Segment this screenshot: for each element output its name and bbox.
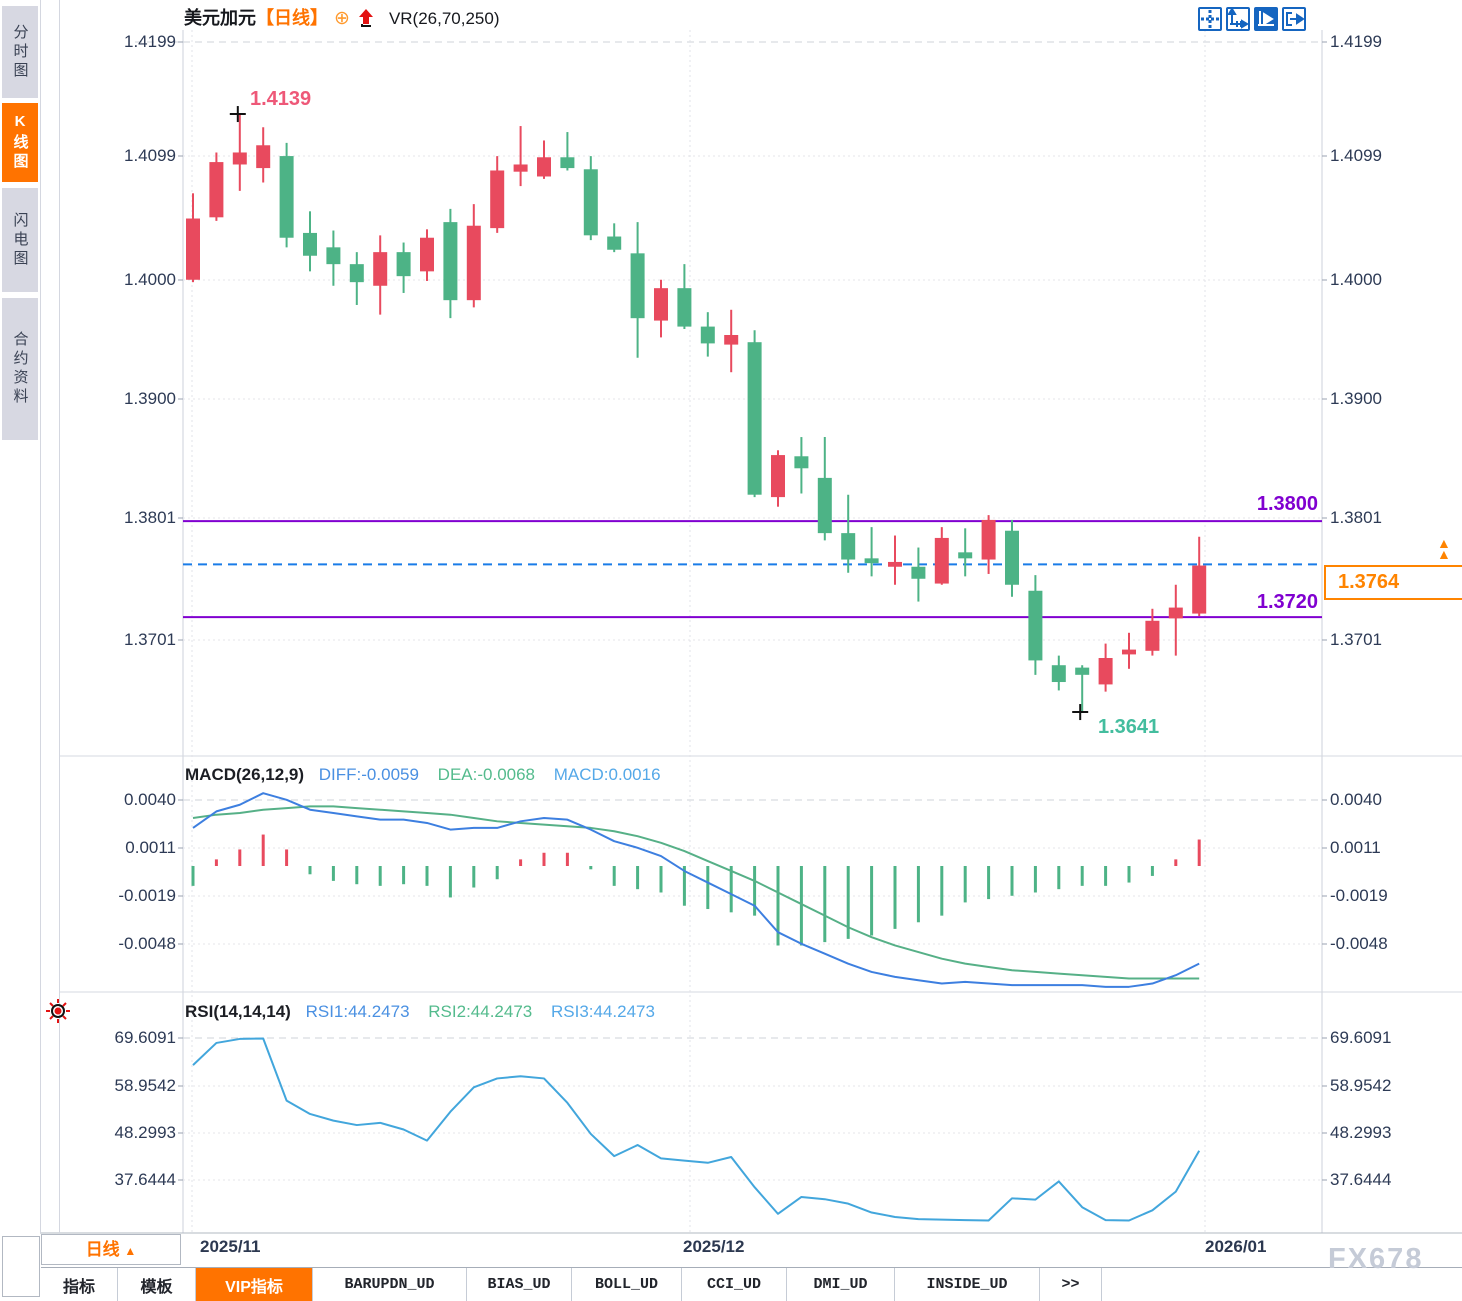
up-arrow-icon	[358, 9, 373, 27]
rsi3-value: RSI3:44.2473	[550, 1002, 655, 1021]
support-level-label: 1.3720	[1256, 591, 1318, 613]
rsi2-value: RSI2:44.2473	[428, 1002, 533, 1021]
symbol-title: 美元加元	[184, 8, 256, 28]
period-arrow-icon: ▲	[124, 1244, 137, 1258]
tab-模板[interactable]: 模板	[118, 1268, 196, 1301]
axis-tick-left: 1.3701	[124, 630, 176, 649]
axis-tick-left: 1.4099	[124, 146, 176, 165]
rsi-title: RSI(14,14,14)	[185, 1002, 291, 1021]
sidebar-item-4[interactable]: 合约资料	[2, 298, 38, 440]
vr-indicator-label: VR(26,70,250)	[388, 9, 500, 28]
current-price-box: 1.3764	[1324, 565, 1462, 600]
axis-tick-left: 1.4000	[124, 270, 176, 289]
price-up-arrows-icon: ▲ ▲	[1437, 535, 1451, 562]
axis-tick-left: 58.9542	[114, 1076, 176, 1095]
axis-tick-left: -0.0019	[118, 886, 176, 905]
axis-tick-right: 0.0011	[1330, 838, 1381, 857]
macd-title: MACD(26,12,9)	[185, 765, 305, 784]
axis-tick-right: 1.3801	[1330, 508, 1382, 527]
chart-header: 美元加元【日线】 ⊕ VR(26,70,250)	[184, 4, 500, 30]
axis-tick-right: 48.2993	[1330, 1123, 1392, 1142]
tab-指标[interactable]: 指标	[41, 1268, 118, 1301]
axis-tick-right: -0.0048	[1330, 934, 1388, 953]
hot-indicator-icon[interactable]	[46, 999, 70, 1023]
axis-tick-right: 0.0040	[1330, 790, 1382, 809]
axis-tick-left: 1.3900	[124, 389, 176, 408]
period-button[interactable]: 日线 ▲	[41, 1234, 181, 1265]
period-tag: 【日线】	[256, 8, 328, 28]
date-label: 2025/11	[200, 1237, 261, 1256]
tab-cci-ud[interactable]: CCI_UD	[682, 1268, 787, 1301]
axis-tick-right: 1.3900	[1330, 389, 1382, 408]
sidebar-item-1[interactable]: 分时图	[2, 6, 38, 98]
date-label: 2025/12	[683, 1237, 745, 1256]
corner-cell	[2, 1236, 40, 1297]
axis-zoom-icon[interactable]	[1226, 7, 1250, 31]
tab->>[interactable]: >>	[1040, 1268, 1102, 1301]
date-label: 2026/01	[1205, 1237, 1267, 1256]
sidebar-item-3[interactable]: 闪电图	[2, 188, 38, 292]
tab-boll-ud[interactable]: BOLL_UD	[572, 1268, 682, 1301]
tab-bias-ud[interactable]: BIAS_UD	[467, 1268, 572, 1301]
axis-tick-left: -0.0048	[118, 934, 176, 953]
resistance-level-label: 1.3800	[1256, 493, 1318, 515]
tab-barupdn-ud[interactable]: BARUPDN_UD	[313, 1268, 467, 1301]
axis-tick-right: -0.0019	[1330, 886, 1388, 905]
axis-tick-left: 1.3801	[124, 508, 176, 527]
axis-tick-right: 1.4000	[1330, 270, 1382, 289]
period-high-label: 1.4139	[250, 88, 312, 110]
axis-shift-icon[interactable]	[1282, 7, 1306, 31]
axis-tick-right: 69.6091	[1330, 1028, 1392, 1047]
crosshair-icon[interactable]	[1198, 7, 1222, 31]
axis-tick-left: 48.2993	[114, 1123, 176, 1142]
macd-diff-value: DIFF:-0.0059	[318, 765, 419, 784]
axis-tick-right: 37.6444	[1330, 1170, 1392, 1189]
date-axis: 2025/11 2025/12 2026/01	[0, 1234, 1462, 1266]
macd-macd-value: MACD:0.0016	[553, 765, 661, 784]
sidebar: 分时图 K线图闪电图合约资料	[0, 0, 40, 1300]
axis-tick-left: 37.6444	[114, 1170, 176, 1189]
axis-tick-right: 1.3701	[1330, 630, 1382, 649]
macd-header: MACD(26,12,9) DIFF:-0.0059 DEA:-0.0068 M…	[185, 765, 661, 785]
tab-dmi-ud[interactable]: DMI_UD	[787, 1268, 895, 1301]
gutter-divider	[59, 0, 60, 1233]
axis-tick-right: 58.9542	[1330, 1076, 1392, 1095]
axis-tick-left: 0.0011	[125, 838, 176, 857]
period-button-label: 日线	[85, 1240, 120, 1259]
axis-tick-left: 69.6091	[114, 1028, 176, 1047]
sidebar-divider	[40, 0, 41, 1233]
compare-icon[interactable]: ⊕	[334, 8, 350, 29]
axis-tick-right: 1.4099	[1330, 146, 1382, 165]
sidebar-item-2[interactable]: K线图	[2, 103, 38, 182]
rsi1-value: RSI1:44.2473	[305, 1002, 410, 1021]
watermark: FX678	[1328, 1243, 1424, 1275]
period-low-label: 1.3641	[1098, 716, 1160, 738]
axis-tick-right: 1.4199	[1330, 32, 1382, 51]
tab-inside-ud[interactable]: INSIDE_UD	[895, 1268, 1040, 1301]
indicator-tab-bar: 指标 模板 VIP指标 BARUPDN_UD BIAS_UD BOLL_UD CCI_UD D…	[41, 1267, 1462, 1301]
axis-tick-left: 1.4199	[124, 32, 176, 51]
axis-play-icon[interactable]	[1254, 7, 1278, 31]
axis-tick-left: 0.0040	[124, 790, 176, 809]
tab-vip指标[interactable]: VIP指标	[196, 1268, 313, 1301]
rsi-header: RSI(14,14,14) RSI1:44.2473 RSI2:44.2473 …	[185, 1002, 655, 1022]
macd-dea-value: DEA:-0.0068	[437, 765, 536, 784]
